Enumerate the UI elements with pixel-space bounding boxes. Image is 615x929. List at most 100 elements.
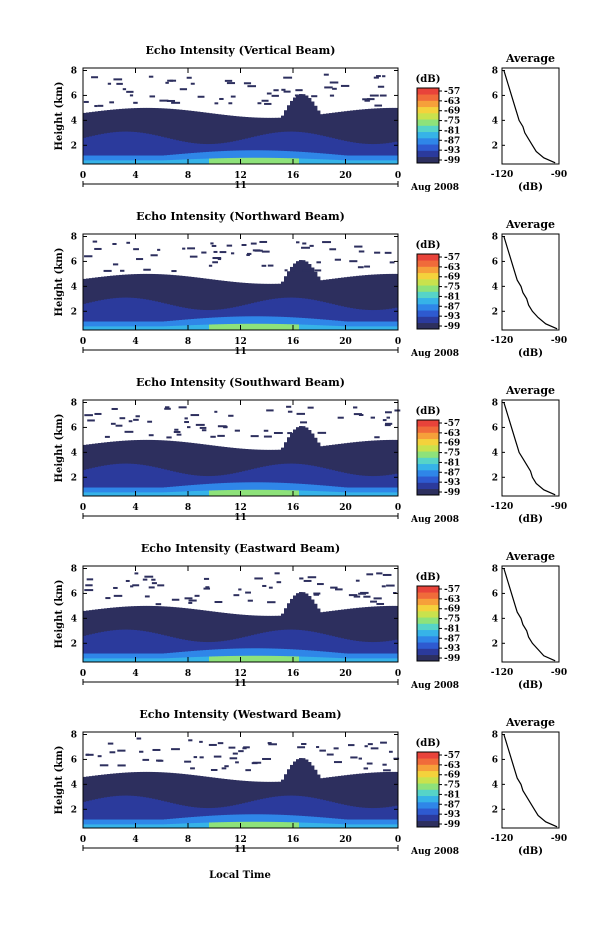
echo-layer <box>176 657 180 662</box>
echo-layer <box>236 150 240 164</box>
echo-layer <box>368 492 372 496</box>
colorbar-swatch <box>417 476 439 483</box>
echo-layer <box>326 823 330 828</box>
echo-layer <box>263 157 267 164</box>
echo-layer <box>218 158 222 164</box>
echo-layer <box>131 326 135 330</box>
echo-layer <box>344 638 348 662</box>
echo-layer <box>218 446 222 496</box>
echo-layer <box>86 819 90 828</box>
echo-layer <box>383 487 387 496</box>
echo-layer <box>263 798 267 828</box>
echo-speckle <box>294 94 299 97</box>
echo-layer <box>206 278 210 330</box>
echo-layer <box>395 805 399 828</box>
echo-layer <box>143 824 147 828</box>
echo-layer <box>290 649 294 662</box>
echo-layer <box>227 656 231 662</box>
echo-layer <box>350 142 354 164</box>
echo-layer <box>236 323 240 330</box>
echo-layer <box>116 160 120 164</box>
colorbar-swatch <box>417 100 439 108</box>
echo-layer <box>95 467 99 496</box>
colorbar-tick-label: -93 <box>444 146 460 156</box>
echo-layer <box>128 492 132 496</box>
echo-layer <box>338 277 342 330</box>
echo-speckle <box>210 768 218 771</box>
echo-layer <box>239 482 243 496</box>
echo-layer <box>278 132 282 164</box>
echo-layer <box>191 608 195 662</box>
echo-layer <box>257 157 261 164</box>
colorbar-swatch <box>417 463 439 471</box>
echo-layer <box>236 448 240 496</box>
echo-layer <box>212 656 216 662</box>
echo-speckle <box>229 757 238 760</box>
echo-speckle <box>247 599 253 602</box>
echo-layer <box>377 309 381 330</box>
echo-speckle <box>166 99 176 102</box>
echo-layer <box>164 658 168 662</box>
echo-layer <box>215 113 219 164</box>
echo-layer <box>143 492 147 496</box>
echo-layer <box>329 491 333 496</box>
echo-layer <box>170 818 174 828</box>
echo-layer <box>275 323 279 330</box>
echo-layer <box>215 815 219 828</box>
echo-layer <box>332 325 336 330</box>
echo-layer <box>359 487 363 496</box>
echo-layer <box>242 482 246 496</box>
echo-layer <box>98 487 102 496</box>
echo-layer <box>365 109 369 164</box>
echo-layer <box>233 655 237 662</box>
echo-layer <box>209 822 213 828</box>
echo-layer <box>98 632 102 662</box>
echo-layer <box>137 492 141 496</box>
echo-layer <box>356 308 360 330</box>
echo-speckle <box>366 573 374 576</box>
echo-layer <box>374 274 378 330</box>
echo-layer <box>326 491 330 496</box>
echo-layer <box>239 316 243 330</box>
echo-layer <box>305 593 309 662</box>
echo-layer <box>248 655 252 662</box>
echo-speckle <box>294 265 299 268</box>
echo-speckle <box>311 95 318 98</box>
colorbar-swatch <box>417 482 439 490</box>
echo-layer <box>308 631 312 662</box>
echo-layer <box>341 277 345 330</box>
colorbar-tick-label: -81 <box>444 790 460 800</box>
echo-layer <box>368 487 372 496</box>
echo-layer <box>209 649 213 662</box>
echo-layer <box>110 796 114 828</box>
colorbar-swatch <box>417 106 439 114</box>
echo-layer <box>149 466 153 496</box>
echo-speckle <box>157 248 161 251</box>
echo-layer <box>302 483 306 496</box>
echo-layer <box>356 326 360 330</box>
colorbar-swatch <box>417 795 439 803</box>
echo-layer <box>128 326 132 330</box>
echo-layer <box>323 485 327 496</box>
echo-layer <box>164 469 168 496</box>
echo-layer <box>341 326 345 330</box>
echo-speckle <box>271 94 279 97</box>
echo-speckle <box>205 586 210 589</box>
x-tick-label: 0 <box>395 337 401 347</box>
echo-layer <box>86 155 90 164</box>
echo-layer <box>149 487 153 496</box>
echo-layer <box>287 649 291 662</box>
echo-layer <box>101 326 105 330</box>
echo-layer <box>236 282 240 330</box>
echo-speckle <box>353 406 358 409</box>
colorbar-swatch <box>417 88 439 95</box>
colorbar-tick-label: -69 <box>444 605 460 615</box>
echo-layer <box>326 634 330 662</box>
echo-layer <box>389 824 393 828</box>
echo-speckle <box>166 436 172 439</box>
average-x-tick-label: -120 <box>491 336 514 346</box>
echo-layer <box>119 795 123 828</box>
echo-layer <box>89 321 93 330</box>
colorbar-tick-label: -63 <box>444 263 460 273</box>
echo-layer <box>338 824 342 828</box>
